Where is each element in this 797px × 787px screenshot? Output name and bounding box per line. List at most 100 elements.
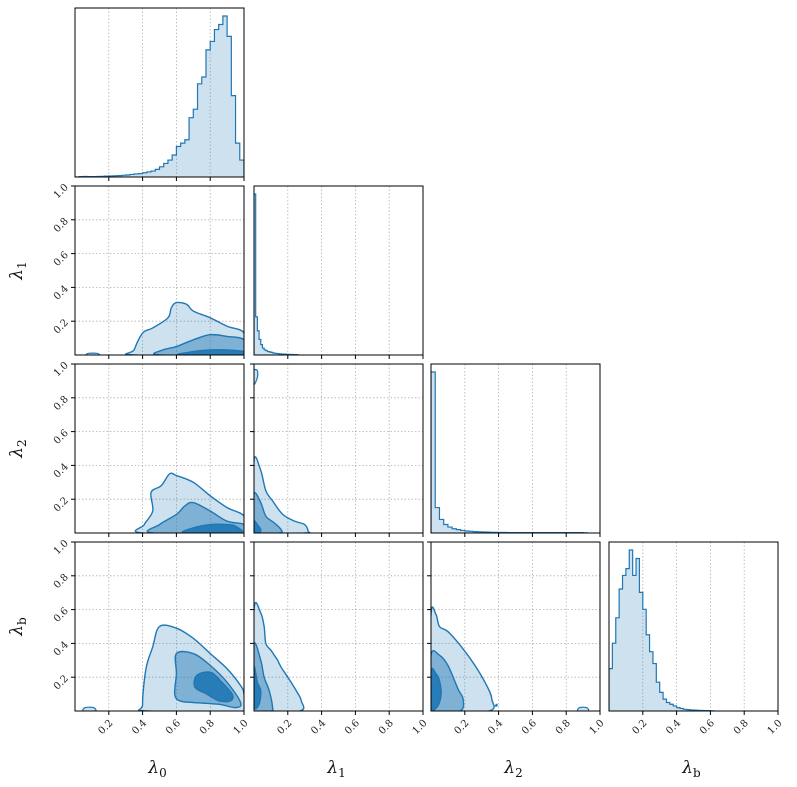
x-tick-label: 1.0: [766, 718, 785, 737]
plot-area: [75, 364, 244, 533]
x-tick-label: 1.0: [232, 718, 251, 737]
panel-r2-c0: 0.2 0.4 0.6 0.8 1.0: [52, 360, 245, 537]
axis-label-symbol: λ: [7, 269, 27, 281]
x-tick-label: 0.6: [698, 718, 717, 737]
x-tick-label: 0.4: [664, 718, 683, 737]
contour-level-3: [254, 520, 262, 533]
histogram-fill: [75, 16, 244, 177]
contour-level-2: [254, 492, 283, 533]
x-tick-label: 0.6: [164, 718, 183, 737]
y-tick-label: 0.4: [52, 640, 71, 659]
y-tick-label: 1.0: [52, 182, 71, 201]
plot-area: [431, 364, 588, 533]
x-tick-label: 0.8: [377, 718, 396, 737]
x-axis-label-2: λ2: [503, 758, 522, 780]
axis-label-subscript: 1: [15, 261, 29, 269]
x-tick-label: 0.2: [452, 718, 471, 737]
y-tick-label: 0.8: [52, 216, 71, 235]
plot-area: [431, 542, 600, 711]
x-tick-label: 1.0: [411, 718, 430, 737]
axis-label-symbol: λ: [503, 758, 515, 778]
panel-r3-c2: 0.2 0.4 0.6 0.8 1.0: [427, 541, 607, 737]
contour-level-3: [181, 523, 243, 533]
x-tick-label: 0.4: [486, 718, 505, 737]
contour-island: [254, 368, 259, 386]
axis-label-subscript: 0: [159, 766, 167, 780]
histogram-step: [254, 193, 299, 355]
histogram-fill: [431, 372, 588, 533]
axis-label-symbol: λ: [7, 625, 27, 637]
panel-r3-c0: 0.2 0.4 0.6 0.8 1.0 0.2 0.4 0.6 0.8 1.0: [52, 538, 251, 737]
panel-frame: [608, 541, 779, 712]
y-axis-label-2: λ2: [7, 439, 29, 458]
panel-r3-c1: 0.2 0.4 0.6 0.8 1.0: [250, 541, 430, 737]
contour-level-3: [431, 667, 442, 711]
x-tick-label: 0.8: [732, 718, 751, 737]
axis-label-subscript: 2: [15, 439, 29, 447]
panel-r3-c3: 0.2 0.4 0.6 0.8 1.0: [608, 541, 785, 737]
y-tick-label: 0.6: [52, 606, 71, 625]
plot-area: [609, 542, 745, 711]
panel-frame: [74, 363, 245, 534]
histogram-fill: [254, 194, 298, 355]
panel-frame: [430, 541, 601, 712]
plot-area: [75, 186, 244, 355]
contour-level-3: [193, 671, 234, 703]
x-tick-label: 0.2: [96, 718, 115, 737]
y-tick-label: 1.0: [52, 360, 71, 379]
x-tick-label: 0.8: [198, 718, 217, 737]
x-axis-label-0: λ0: [147, 758, 166, 780]
panel-frame: [253, 185, 424, 356]
panel-r1-c1: [253, 185, 424, 359]
histogram-fill: [609, 550, 714, 711]
x-tick-label: 0.6: [343, 718, 362, 737]
axis-label-subscript: b: [15, 617, 29, 625]
x-tick-label: 0.8: [554, 718, 573, 737]
contour-island: [494, 703, 498, 707]
axis-label-symbol: λ: [326, 758, 338, 778]
x-tick-label: 0.2: [630, 718, 649, 737]
histogram-step: [75, 15, 244, 177]
panel-r1-c0: 0.2 0.4 0.6 0.8 1.0: [52, 182, 245, 359]
panel-frame: [74, 7, 245, 178]
axis-label-symbol: λ: [681, 758, 693, 778]
x-tick-label: 1.0: [588, 718, 607, 737]
plot-area: [75, 542, 244, 711]
panel-frame: [74, 185, 245, 356]
x-tick-label: 0.2: [275, 718, 294, 737]
contour-level-3: [254, 665, 262, 710]
x-axis-label-1: λ1: [326, 758, 345, 780]
panel-frame: [430, 363, 601, 534]
y-tick-label: 0.8: [52, 572, 71, 591]
panel-r2-c1: [250, 363, 424, 537]
panel-r0-c0: [74, 7, 245, 181]
histogram-step: [431, 371, 588, 533]
contour-level-1: [431, 606, 495, 711]
y-tick-label: 0.2: [52, 673, 71, 692]
axis-label-subscript: 1: [338, 766, 346, 780]
axis-label-subscript: 2: [515, 766, 523, 780]
panel-frame: [253, 541, 424, 712]
axis-label-subscript: b: [693, 766, 701, 780]
plot-area: [254, 364, 423, 533]
plot-area: [254, 186, 390, 355]
contour-level-3: [176, 349, 244, 355]
plot-area: [254, 542, 423, 711]
y-tick-label: 0.4: [52, 462, 71, 481]
y-axis-label-1: λ1: [7, 261, 29, 280]
contour-level-1: [254, 456, 311, 533]
axis-label-symbol: λ: [7, 447, 27, 459]
panel-frame: [253, 363, 424, 534]
y-tick-label: 1.0: [52, 538, 71, 557]
y-tick-label: 0.4: [52, 284, 71, 303]
contour-island: [576, 706, 590, 711]
y-axis-label-3: λb: [7, 617, 29, 637]
x-tick-label: 0.6: [520, 718, 539, 737]
histogram-step: [609, 549, 715, 711]
contour-level-1: [125, 301, 244, 355]
y-tick-label: 0.6: [52, 428, 71, 447]
y-tick-label: 0.6: [52, 250, 71, 269]
x-axis-label-3: λb: [681, 758, 701, 780]
x-tick-label: 0.4: [130, 718, 149, 737]
